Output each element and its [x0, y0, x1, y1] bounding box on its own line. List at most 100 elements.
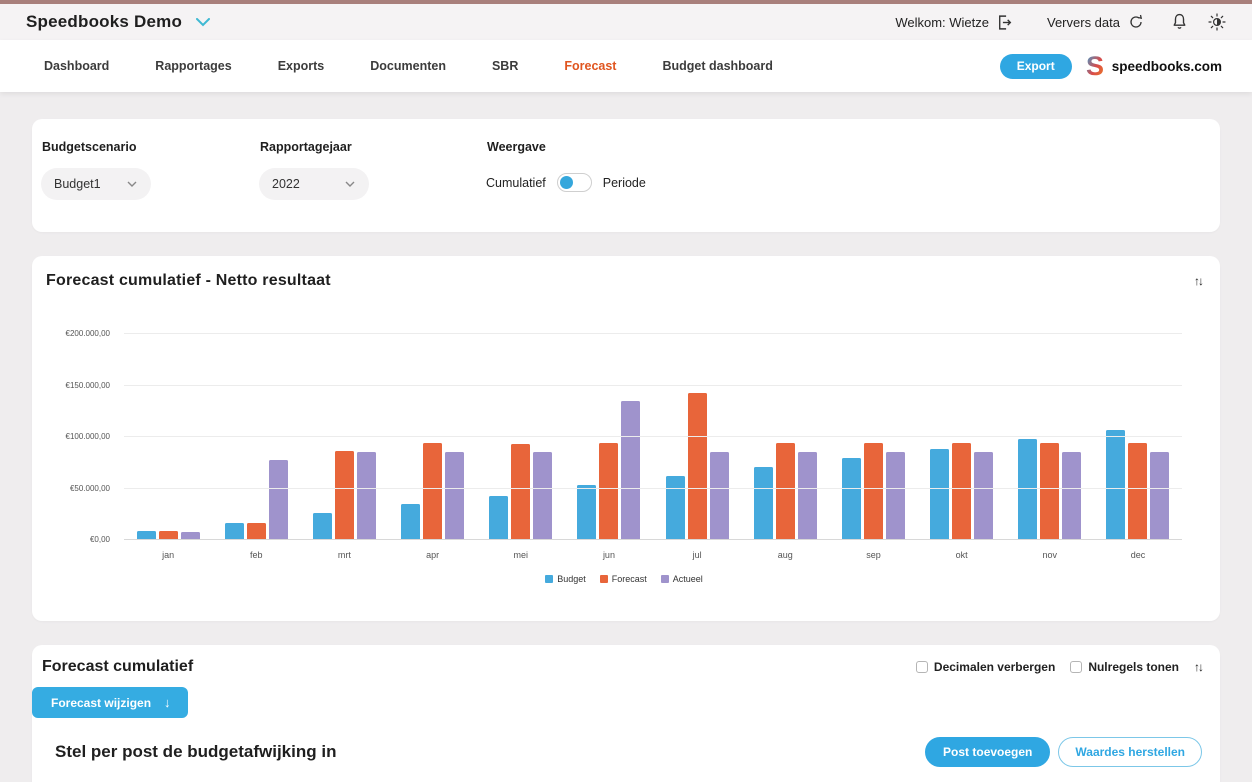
- toggle-option-cumulatief[interactable]: Cumulatief: [486, 175, 546, 190]
- legend-label: Budget: [557, 574, 586, 584]
- tab-sbr[interactable]: SBR: [491, 59, 519, 73]
- bar-forecast-jan[interactable]: [158, 530, 178, 540]
- budgetscenario-select[interactable]: Budget1: [41, 168, 151, 200]
- bar-actueel-apr[interactable]: [445, 452, 465, 540]
- gridline: [124, 487, 1182, 489]
- x-axis-label-mrt: mrt: [337, 550, 351, 560]
- waardes-herstellen-button[interactable]: Waardes herstellen: [1058, 737, 1202, 767]
- weergave-toggle[interactable]: [556, 173, 592, 192]
- bar-group-mei: [477, 334, 565, 540]
- theme-brightness-icon[interactable]: [1208, 13, 1226, 31]
- bar-forecast-okt[interactable]: [952, 443, 972, 540]
- bar-actueel-okt[interactable]: [974, 452, 994, 540]
- x-axis-label-jan: jan: [162, 550, 175, 560]
- bar-budget-jul[interactable]: [665, 476, 685, 540]
- nulregels-tonen-checkbox[interactable]: Nulregels tonen: [1070, 660, 1179, 674]
- x-axis-label-nov: nov: [1042, 550, 1058, 560]
- gridline: [124, 539, 1182, 540]
- arrow-down-icon: ↓: [164, 695, 171, 710]
- bar-budget-jun[interactable]: [577, 485, 597, 540]
- export-button[interactable]: Export: [999, 53, 1072, 79]
- bar-budget-apr[interactable]: [401, 503, 421, 540]
- decimalen-verbergen-checkbox[interactable]: Decimalen verbergen: [915, 660, 1055, 674]
- gridline: [124, 384, 1182, 386]
- tab-exports[interactable]: Exports: [277, 59, 325, 73]
- gridline: [124, 333, 1182, 334]
- legend-label: Actueel: [672, 574, 703, 584]
- x-axis-label-jun: jun: [602, 550, 615, 560]
- bar-group-nov: [1006, 334, 1094, 540]
- toggle-knob: [559, 175, 573, 189]
- bar-actueel-dec[interactable]: [1150, 452, 1170, 540]
- tab-forecast[interactable]: Forecast: [564, 59, 617, 73]
- bar-budget-mei[interactable]: [489, 495, 509, 540]
- bar-budget-mrt[interactable]: [312, 513, 332, 540]
- bar-actueel-jan[interactable]: [180, 531, 200, 540]
- bar-forecast-mei[interactable]: [511, 444, 531, 540]
- refresh-data-label[interactable]: Ververs data: [1047, 14, 1120, 30]
- header-bar: Speedbooks Demo Welkom: Wietze Ververs d…: [0, 4, 1252, 40]
- legend-item-forecast[interactable]: Forecast: [599, 574, 647, 584]
- forecast-wijzigen-button[interactable]: Forecast wijzigen ↓: [32, 687, 188, 718]
- refresh-icon[interactable]: [1127, 13, 1145, 31]
- bar-actueel-mei[interactable]: [533, 452, 553, 540]
- bar-forecast-sep[interactable]: [863, 443, 883, 540]
- svg-text:S: S: [1086, 51, 1104, 81]
- bar-actueel-feb[interactable]: [268, 459, 288, 540]
- x-axis-label-sep: sep: [866, 550, 881, 560]
- bar-budget-dec[interactable]: [1106, 429, 1126, 540]
- logout-icon[interactable]: [996, 14, 1013, 31]
- tab-rapportages[interactable]: Rapportages: [155, 59, 232, 73]
- bar-group-okt: [918, 334, 1006, 540]
- bar-forecast-dec[interactable]: [1128, 443, 1148, 540]
- bar-group-jul: [653, 334, 741, 540]
- legend-item-budget[interactable]: Budget: [545, 574, 586, 584]
- bar-forecast-mrt[interactable]: [334, 451, 354, 540]
- bar-forecast-feb[interactable]: [246, 522, 266, 540]
- toggle-option-periode[interactable]: Periode: [602, 175, 646, 190]
- tab-documenten[interactable]: Documenten: [370, 59, 446, 73]
- bar-budget-aug[interactable]: [753, 466, 773, 540]
- bar-actueel-mrt[interactable]: [356, 452, 376, 540]
- bar-actueel-nov[interactable]: [1062, 452, 1082, 540]
- bar-budget-okt[interactable]: [930, 449, 950, 540]
- y-axis-tick-label: €200.000,00: [65, 329, 111, 338]
- tab-dashboard[interactable]: Dashboard: [44, 59, 110, 73]
- budgetafwijking-subtitle: Stel per post de budgetafwijking in: [55, 742, 337, 761]
- sort-arrows-icon[interactable]: ↑↓: [1194, 660, 1204, 674]
- bar-actueel-jul[interactable]: [709, 452, 729, 540]
- filter-panel: Budgetscenario Budget1 Rapportagejaar 20…: [32, 119, 1220, 232]
- checkbox-icon[interactable]: [1070, 661, 1083, 673]
- weergave-label: Weergave: [487, 140, 546, 154]
- bar-forecast-nov[interactable]: [1040, 443, 1060, 540]
- forecast-wijzigen-label: Forecast wijzigen: [51, 695, 152, 710]
- speedbooks-s-icon: S: [1086, 51, 1104, 81]
- bar-forecast-jul[interactable]: [687, 392, 707, 540]
- bar-budget-sep[interactable]: [841, 457, 861, 540]
- chevron-down-icon[interactable]: [196, 17, 211, 27]
- bar-forecast-jun[interactable]: [599, 443, 619, 540]
- bar-budget-feb[interactable]: [224, 522, 244, 540]
- bar-budget-nov[interactable]: [1018, 439, 1038, 540]
- rapportagejaar-value: 2022: [272, 177, 300, 191]
- bar-budget-jan[interactable]: [136, 530, 156, 540]
- notifications-bell-icon[interactable]: [1171, 13, 1188, 31]
- bar-actueel-sep[interactable]: [885, 452, 905, 540]
- post-toevoegen-button[interactable]: Post toevoegen: [925, 737, 1051, 767]
- budgetscenario-value: Budget1: [54, 177, 101, 191]
- bar-forecast-apr[interactable]: [423, 443, 443, 540]
- bar-chart: jan feb mrt apr mei jun jul aug sep okt nov dec €0,…: [46, 304, 1202, 566]
- legend-swatch: [599, 575, 608, 583]
- tab-budget-dashboard[interactable]: Budget dashboard: [662, 59, 773, 73]
- bar-forecast-aug[interactable]: [775, 443, 795, 540]
- bar-actueel-jun[interactable]: [621, 400, 641, 540]
- sort-arrows-icon[interactable]: ↑↓: [1194, 274, 1204, 288]
- checkbox-icon[interactable]: [915, 661, 928, 673]
- legend-item-actueel[interactable]: Actueel: [660, 574, 703, 584]
- legend-label: Forecast: [611, 574, 647, 584]
- bar-actueel-aug[interactable]: [797, 452, 817, 540]
- nav-bar: Dashboard Rapportages Exports Documenten…: [0, 40, 1252, 92]
- bar-group-jan: [124, 334, 212, 540]
- app-title: Speedbooks Demo: [26, 12, 183, 31]
- rapportagejaar-select[interactable]: 2022: [259, 168, 369, 200]
